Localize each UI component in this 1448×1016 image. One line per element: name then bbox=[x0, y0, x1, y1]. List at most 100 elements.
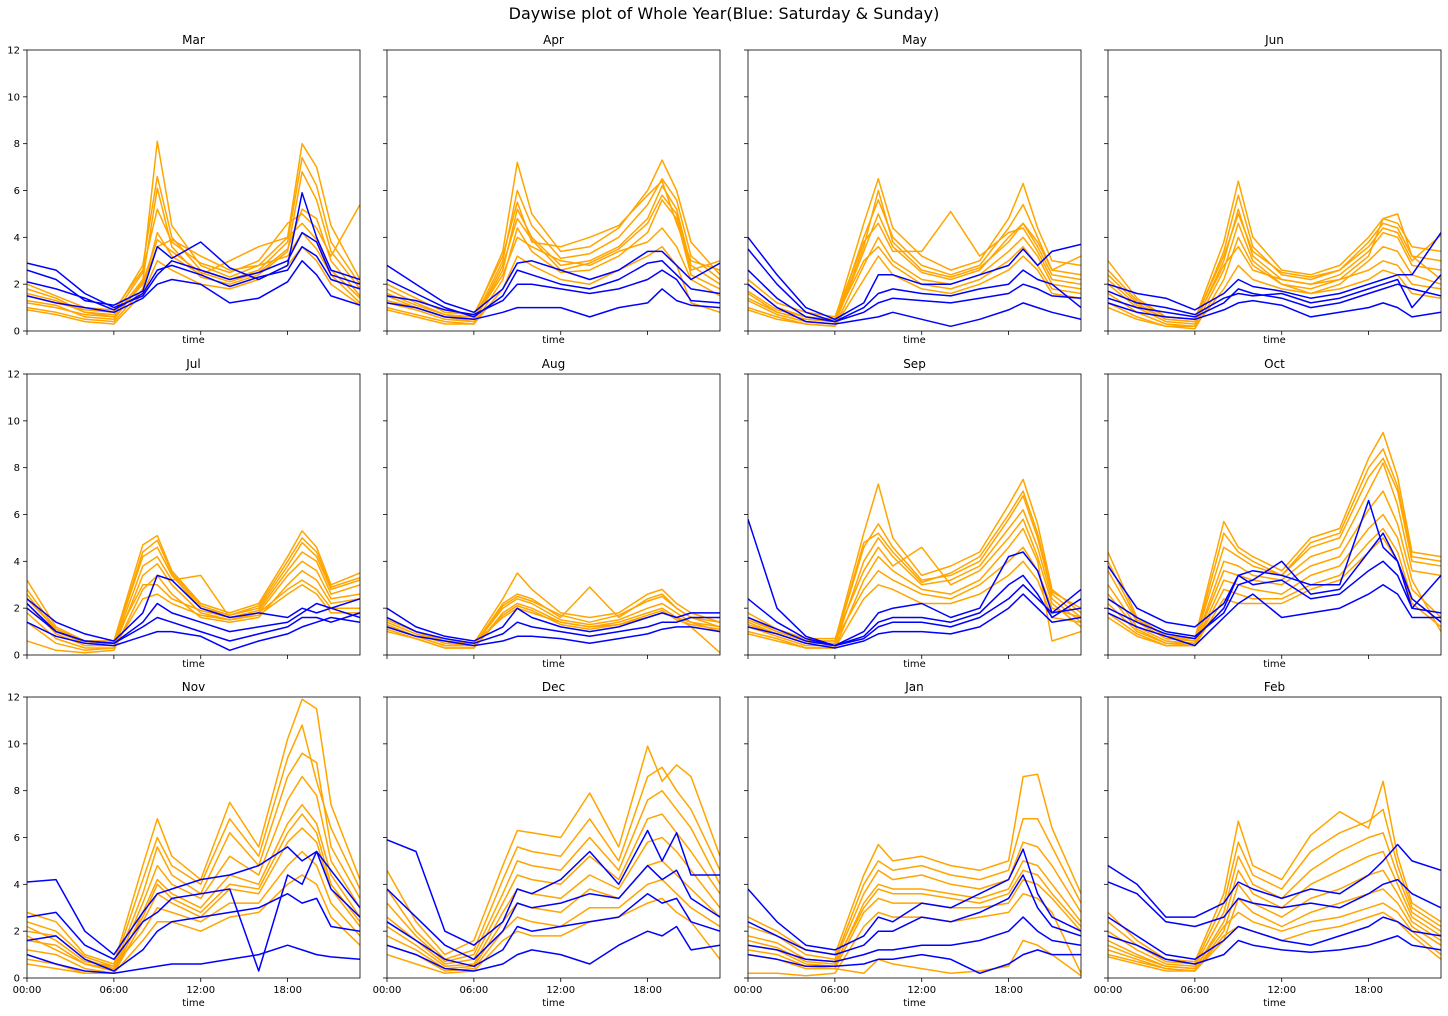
weekend-line-8 bbox=[748, 518, 1081, 647]
weekday-line-3 bbox=[748, 210, 1081, 318]
subplot-mar: Mar 0 2 4 6 8 10 12 time bbox=[7, 33, 361, 346]
y-tick-label: 12 bbox=[7, 46, 20, 57]
y-tick-label: 10 bbox=[7, 739, 20, 750]
weekday-line-4 bbox=[27, 803, 360, 975]
subplot-title: Apr bbox=[543, 33, 564, 47]
x-tick-label: 18:00 bbox=[273, 985, 302, 996]
weekday-line-6 bbox=[1108, 264, 1441, 328]
weekday-line-4 bbox=[27, 569, 360, 654]
weekday-line-2 bbox=[748, 509, 1081, 647]
series-group bbox=[1108, 431, 1441, 647]
weekday-line-5 bbox=[387, 860, 720, 970]
weekday-line-0 bbox=[387, 572, 720, 645]
x-axis-label: time bbox=[903, 335, 926, 346]
weekday-line-0 bbox=[1108, 431, 1441, 640]
y-tick-label: 0 bbox=[14, 974, 20, 985]
series-group bbox=[748, 478, 1081, 649]
series-group bbox=[387, 572, 720, 654]
weekday-line-6 bbox=[387, 605, 720, 649]
weekend-line-8 bbox=[387, 250, 720, 314]
x-tick-label: 12:00 bbox=[186, 985, 215, 996]
x-axis-label: time bbox=[1263, 659, 1286, 670]
weekend-line-11 bbox=[748, 283, 1081, 328]
weekday-line-7 bbox=[1108, 911, 1441, 972]
subplot-title: Jan bbox=[904, 680, 924, 694]
y-tick-label: 8 bbox=[14, 463, 20, 474]
y-tick-label: 2 bbox=[14, 927, 20, 938]
weekend-line-10 bbox=[387, 288, 720, 321]
series-group bbox=[748, 178, 1081, 328]
weekday-line-2 bbox=[387, 185, 720, 323]
weekend-line-8 bbox=[27, 574, 360, 642]
x-tick-label: 06:00 bbox=[1180, 985, 1209, 996]
x-axis-label: time bbox=[1263, 998, 1286, 1009]
weekday-line-0 bbox=[27, 140, 360, 316]
weekday-line-0 bbox=[1108, 180, 1441, 321]
weekend-line-12 bbox=[27, 944, 360, 975]
subplot-title: Sep bbox=[903, 357, 926, 371]
x-tick-label: 12:00 bbox=[546, 985, 575, 996]
series-group bbox=[387, 745, 720, 975]
subplot-feb: Feb 00:00 06:00 12:00 18:00 time bbox=[1094, 680, 1442, 1009]
weekday-line-3 bbox=[387, 180, 720, 316]
series-group bbox=[27, 698, 360, 975]
weekend-line-10 bbox=[748, 269, 1081, 323]
weekend-line-8 bbox=[1108, 843, 1441, 918]
x-axis-label: time bbox=[182, 998, 205, 1009]
weekday-line-3 bbox=[748, 518, 1081, 640]
subplot-jun: Jun time bbox=[1104, 33, 1442, 346]
weekday-line-1 bbox=[748, 199, 1081, 323]
weekend-line-10 bbox=[1108, 299, 1441, 321]
weekend-line-9 bbox=[27, 846, 360, 956]
weekday-line-1 bbox=[27, 156, 360, 314]
weekday-line-7 bbox=[748, 490, 1081, 645]
weekend-line-10 bbox=[27, 850, 360, 972]
weekend-line-8 bbox=[387, 829, 720, 946]
x-axis-label: time bbox=[1263, 335, 1286, 346]
weekend-line-9 bbox=[1108, 532, 1441, 638]
weekday-line-2 bbox=[387, 789, 720, 963]
weekend-line-9 bbox=[748, 874, 1081, 956]
subplot-jul: Jul 0 2 4 6 8 10 12 time bbox=[7, 357, 361, 670]
weekday-line-0 bbox=[27, 698, 360, 965]
weekday-line-1 bbox=[27, 724, 360, 968]
axes-frame bbox=[1107, 373, 1442, 656]
weekend-line-11 bbox=[387, 260, 720, 318]
subplot-grid: Mar024681012timeAprtimeMaytimeJuntimeJul… bbox=[7, 33, 1442, 1009]
axes-frame bbox=[1107, 49, 1442, 332]
weekend-line-11 bbox=[27, 892, 360, 972]
weekend-line-9 bbox=[748, 248, 1081, 323]
weekend-line-11 bbox=[1108, 274, 1441, 316]
y-tick-label: 8 bbox=[14, 786, 20, 797]
weekday-line-8 bbox=[27, 813, 360, 970]
series-group bbox=[1108, 180, 1441, 330]
weekend-line-8 bbox=[748, 848, 1081, 951]
weekend-line-9 bbox=[387, 864, 720, 961]
axes-frame bbox=[747, 49, 1082, 332]
weekend-line-8 bbox=[1108, 232, 1441, 311]
weekday-line-0 bbox=[387, 745, 720, 956]
weekend-line-10 bbox=[1108, 916, 1441, 961]
x-tick-label: 12:00 bbox=[907, 985, 936, 996]
weekday-line-0 bbox=[387, 159, 720, 318]
subplot-nov: Nov 0 2 4 6 8 10 12 00:00 06:00 12:00 18:00 time bbox=[7, 680, 361, 1009]
weekend-line-11 bbox=[27, 245, 360, 311]
weekend-line-9 bbox=[27, 192, 360, 306]
y-tick-label: 4 bbox=[14, 557, 20, 568]
y-tick-label: 4 bbox=[14, 233, 20, 244]
weekday-line-6 bbox=[387, 245, 720, 325]
subplot-title: Mar bbox=[182, 33, 205, 47]
axes-frame bbox=[747, 696, 1082, 979]
weekday-line-3 bbox=[27, 775, 360, 972]
weekday-line-4 bbox=[387, 199, 720, 325]
weekend-line-8 bbox=[1108, 499, 1441, 628]
weekday-line-7 bbox=[27, 537, 360, 645]
weekday-line-1 bbox=[748, 495, 1081, 645]
weekday-line-7 bbox=[27, 874, 360, 975]
subplot-title: Feb bbox=[1264, 680, 1285, 694]
weekend-line-11 bbox=[748, 584, 1081, 647]
subplot-title: Nov bbox=[182, 680, 205, 694]
x-axis-label: time bbox=[182, 335, 205, 346]
subplot-dec: Dec 00:00 06:00 12:00 18:00 time bbox=[373, 680, 721, 1009]
weekday-line-7 bbox=[748, 189, 1081, 323]
